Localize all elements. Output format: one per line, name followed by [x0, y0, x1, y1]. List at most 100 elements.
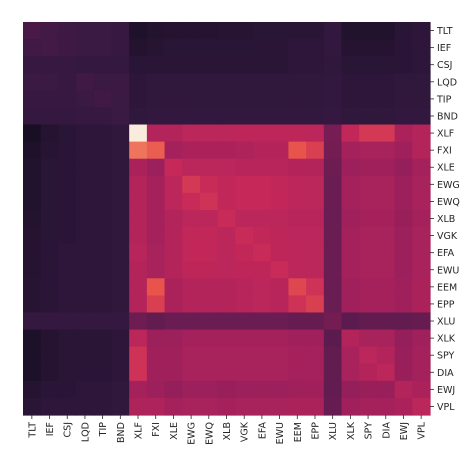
x-tick-label: VPL [417, 421, 428, 439]
heatmap-cell-SPY-XLU [323, 346, 343, 365]
heatmap-cell-EPP-TLT [23, 295, 42, 314]
heatmap-cell-EWG-XLE [164, 175, 183, 194]
heatmap-cell-LQD-EWU [270, 73, 290, 91]
heatmap-cell-IEF-FXI [146, 39, 166, 57]
heatmap-cell-SPY-VGK [235, 346, 254, 365]
heatmap-cell-TLT-EEM [288, 22, 307, 40]
heatmap-cell-CSJ-LQD [76, 56, 95, 74]
x-tick-label: EFA [257, 421, 268, 439]
heatmap-cell-XLU-XLU [323, 312, 343, 331]
heatmap-cell-BND-VPL [412, 107, 431, 126]
heatmap-cell-XLF-XLK [341, 124, 360, 143]
heatmap-cell-EWU-EWQ [199, 261, 219, 279]
heatmap-cell-FXI-CSJ [58, 141, 77, 160]
heatmap-cell-DIA-EFA [253, 363, 272, 382]
y-tick-label: IEF [437, 43, 451, 54]
heatmap-cell-EEM-EWJ [394, 278, 413, 296]
heatmap-cell-XLK-XLU [323, 329, 343, 348]
heatmap-cell-IEF-XLK [341, 39, 360, 57]
heatmap-cell-EPP-EWG [182, 295, 201, 314]
x-tick-label: XLB [222, 422, 233, 440]
heatmap-cell-EWG-EWJ [394, 175, 413, 194]
heatmap-cell-VGK-SPY [359, 227, 378, 245]
heatmap-cell-XLE-BND [111, 158, 130, 177]
x-tick-label: BND [116, 422, 127, 443]
heatmap-cell-DIA-IEF [40, 363, 59, 382]
heatmap-cell-EWJ-XLF [129, 380, 148, 399]
heatmap-cell-EEM-TLT [23, 278, 42, 296]
x-tick-label: EWQ [204, 422, 215, 445]
heatmap-cell-BND-CSJ [58, 107, 77, 126]
heatmap-cell-DIA-FXI [146, 363, 166, 382]
heatmap-cell-XLK-TLT [23, 329, 42, 348]
heatmap-cell-XLF-XLB [217, 124, 236, 143]
heatmap-cell-EFA-EWG [182, 244, 201, 262]
heatmap-cell-XLE-EWQ [199, 158, 219, 177]
heatmap-cell-EPP-XLB [217, 295, 236, 314]
heatmap-cell-EWG-XLK [341, 175, 360, 194]
heatmap-cell-CSJ-FXI [146, 56, 166, 74]
heatmap-cell-EWU-IEF [40, 261, 59, 279]
heatmap-cell-LQD-BND [111, 73, 130, 91]
heatmap-cell-IEF-TLT [23, 39, 42, 57]
heatmap-cell-DIA-BND [111, 363, 130, 382]
heatmap-cell-EWQ-TLT [23, 192, 42, 211]
heatmap-cell-EEM-VGK [235, 278, 254, 296]
heatmap-cell-EPP-VPL [412, 295, 431, 314]
heatmap-cell-XLF-CSJ [58, 124, 77, 143]
heatmap-cell-EWU-XLF [129, 261, 148, 279]
heatmap-cell-LQD-EFA [253, 73, 272, 91]
heatmap-cell-XLB-SPY [359, 209, 378, 228]
heatmap-cell-XLK-XLK [341, 329, 360, 348]
heatmap-cell-LQD-SPY [359, 73, 378, 91]
heatmap-cell-XLF-EEM [288, 124, 307, 143]
heatmap-cell-XLK-EWQ [199, 329, 219, 348]
heatmap-cell-BND-DIA [376, 107, 396, 126]
heatmap-cell-IEF-EWQ [199, 39, 219, 57]
heatmap-cell-LQD-XLB [217, 73, 236, 91]
heatmap-cell-TIP-LQD [76, 90, 95, 109]
heatmap-cell-IEF-TIP [93, 39, 113, 57]
heatmap-cell-CSJ-XLB [217, 56, 236, 74]
heatmap-cell-XLE-FXI [146, 158, 166, 177]
heatmap-cell-DIA-LQD [76, 363, 95, 382]
heatmap-cell-TIP-SPY [359, 90, 378, 109]
heatmap-cell-VPL-VGK [235, 397, 254, 416]
heatmap-cell-TLT-EFA [253, 22, 272, 40]
heatmap-cell-BND-XLF [129, 107, 148, 126]
heatmap-cell-LQD-VPL [412, 73, 431, 91]
heatmap-cell-EWG-XLB [217, 175, 236, 194]
heatmap-cell-EPP-XLU [323, 295, 343, 314]
heatmap-cell-EWU-LQD [76, 261, 95, 279]
heatmap-cell-EFA-LQD [76, 244, 95, 262]
x-tick-label: VGK [240, 421, 251, 442]
heatmap-cell-EFA-IEF [40, 244, 59, 262]
heatmap-cell-SPY-VPL [412, 346, 431, 365]
heatmap-cell-IEF-EWG [182, 39, 201, 57]
heatmap-cell-TLT-FXI [146, 22, 166, 40]
heatmap-cell-EWU-EFA [253, 261, 272, 279]
heatmap-cell-DIA-XLF [129, 363, 148, 382]
heatmap-cell-SPY-EWQ [199, 346, 219, 365]
heatmap-cell-EWJ-XLB [217, 380, 236, 399]
heatmap-cell-IEF-EEM [288, 39, 307, 57]
heatmap-cell-LQD-DIA [376, 73, 396, 91]
heatmap-cell-FXI-EEM [288, 141, 307, 160]
heatmap-cell-XLK-VGK [235, 329, 254, 348]
heatmap-cell-EWJ-IEF [40, 380, 59, 399]
heatmap-cell-BND-EEM [288, 107, 307, 126]
heatmap-cell-FXI-XLF [129, 141, 148, 160]
y-tick-label: EWQ [437, 197, 460, 208]
heatmap-cell-EWU-EEM [288, 261, 307, 279]
heatmap-cell-FXI-TIP [93, 141, 113, 160]
heatmap-cell-XLU-EWU [270, 312, 290, 331]
heatmap-cell-EEM-CSJ [58, 278, 77, 296]
heatmap-cell-XLK-EWG [182, 329, 201, 348]
heatmap-cell-XLE-XLU [323, 158, 343, 177]
heatmap-cell-EFA-XLB [217, 244, 236, 262]
heatmap-cell-VPL-TLT [23, 397, 42, 416]
heatmap-cell-EWJ-EWG [182, 380, 201, 399]
heatmap-cell-EFA-VPL [412, 244, 431, 262]
heatmap-cell-EWU-EWJ [394, 261, 413, 279]
heatmap-cell-EWQ-EWQ [199, 192, 219, 211]
